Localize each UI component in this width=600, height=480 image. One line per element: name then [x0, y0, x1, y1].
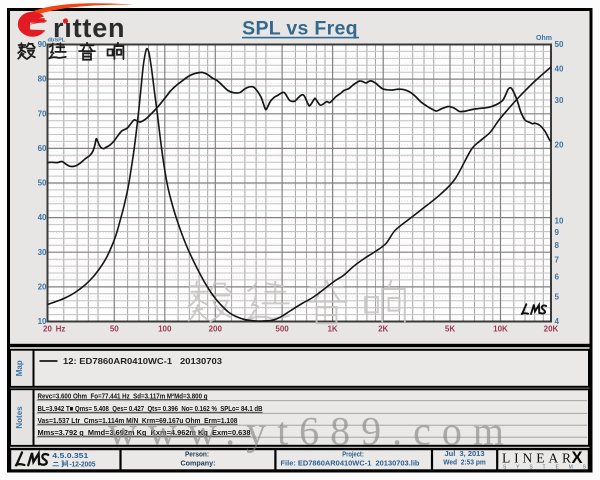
- svg-text:10: 10: [38, 317, 47, 326]
- svg-text:5K: 5K: [445, 325, 455, 334]
- svg-text:40: 40: [38, 213, 47, 222]
- svg-text:Project:: Project:: [342, 452, 364, 459]
- svg-text:www.yt689.com: www.yt689.com: [108, 409, 515, 454]
- svg-text:60: 60: [38, 144, 47, 153]
- svg-text:4: 4: [555, 317, 560, 326]
- svg-text:File: ED7860AR0410WC-1 201307: File: ED7860AR0410WC-1 20130703.lib: [281, 460, 420, 467]
- svg-text:dbSPL: dbSPL: [48, 38, 66, 44]
- svg-text:-12-2005: -12-2005: [70, 461, 96, 468]
- svg-text:50: 50: [110, 325, 119, 334]
- svg-text:20K: 20K: [544, 325, 559, 334]
- svg-text:Revc=3.600 Ohm Fo=77.441 Hz: Revc=3.600 Ohm Fo=77.441 Hz Sd=3.117m M²…: [38, 391, 208, 400]
- svg-text:SYSTEMS: SYSTEMS: [503, 464, 587, 470]
- svg-text:7: 7: [555, 256, 560, 265]
- svg-text:10: 10: [555, 217, 564, 226]
- svg-text:Company:: Company:: [181, 460, 216, 467]
- svg-text:Map: Map: [15, 360, 24, 376]
- svg-text:5: 5: [555, 293, 560, 302]
- svg-text:70: 70: [38, 109, 47, 118]
- svg-text:Ohm: Ohm: [536, 35, 552, 42]
- svg-text:2K: 2K: [378, 325, 388, 334]
- svg-text:20: 20: [43, 325, 52, 334]
- svg-text:Mms=3.792 g Mmd=3.692m Kg Kx: Mms=3.792 g Mmd=3.692m Kg Kxm=4.962m Kg …: [38, 428, 251, 437]
- svg-text:Vas=1.537 Ltr Cms=1.114m M/N: Vas=1.537 Ltr Cms=1.114m M/N Krm=69.167u…: [38, 416, 238, 425]
- svg-text:1K: 1K: [327, 325, 337, 334]
- svg-text:Notes: Notes: [15, 406, 24, 429]
- svg-text:SPL vs Freq: SPL vs Freq: [242, 18, 358, 40]
- svg-text:6: 6: [555, 273, 560, 282]
- svg-text:Jul 3, 2013: Jul 3, 2013: [445, 451, 485, 458]
- svg-text:30: 30: [555, 96, 564, 105]
- svg-text:Wed 2:53 pm: Wed 2:53 pm: [443, 459, 486, 466]
- svg-text:30: 30: [38, 248, 47, 257]
- svg-text:20: 20: [38, 283, 47, 292]
- svg-text:50: 50: [38, 179, 47, 188]
- svg-text:500: 500: [275, 325, 289, 334]
- svg-text:8: 8: [555, 241, 560, 250]
- svg-text:20: 20: [555, 141, 564, 150]
- svg-text:90: 90: [38, 40, 47, 49]
- svg-text:40: 40: [555, 65, 564, 74]
- svg-text:80: 80: [38, 75, 47, 84]
- svg-text:9: 9: [555, 228, 560, 237]
- svg-text:4.5.0.351: 4.5.0.351: [52, 453, 88, 460]
- svg-text:Person:: Person:: [185, 452, 209, 459]
- svg-text:rıtten: rıtten: [53, 13, 125, 43]
- svg-text:100: 100: [158, 325, 172, 334]
- svg-text:10K: 10K: [493, 325, 508, 334]
- svg-text:12: ED7860AR0410WC-1 2013070: 12: ED7860AR0410WC-1 20130703: [63, 357, 222, 366]
- svg-text:Hz: Hz: [56, 325, 66, 334]
- svg-text:200: 200: [209, 325, 223, 334]
- svg-text:X: X: [572, 449, 583, 467]
- svg-text:BL=3.942 T■ Qms= 5.408 Qes= 0: BL=3.942 T■ Qms= 5.408 Qes= 0.427 Qts= 0…: [38, 404, 263, 413]
- svg-text:50: 50: [555, 40, 564, 49]
